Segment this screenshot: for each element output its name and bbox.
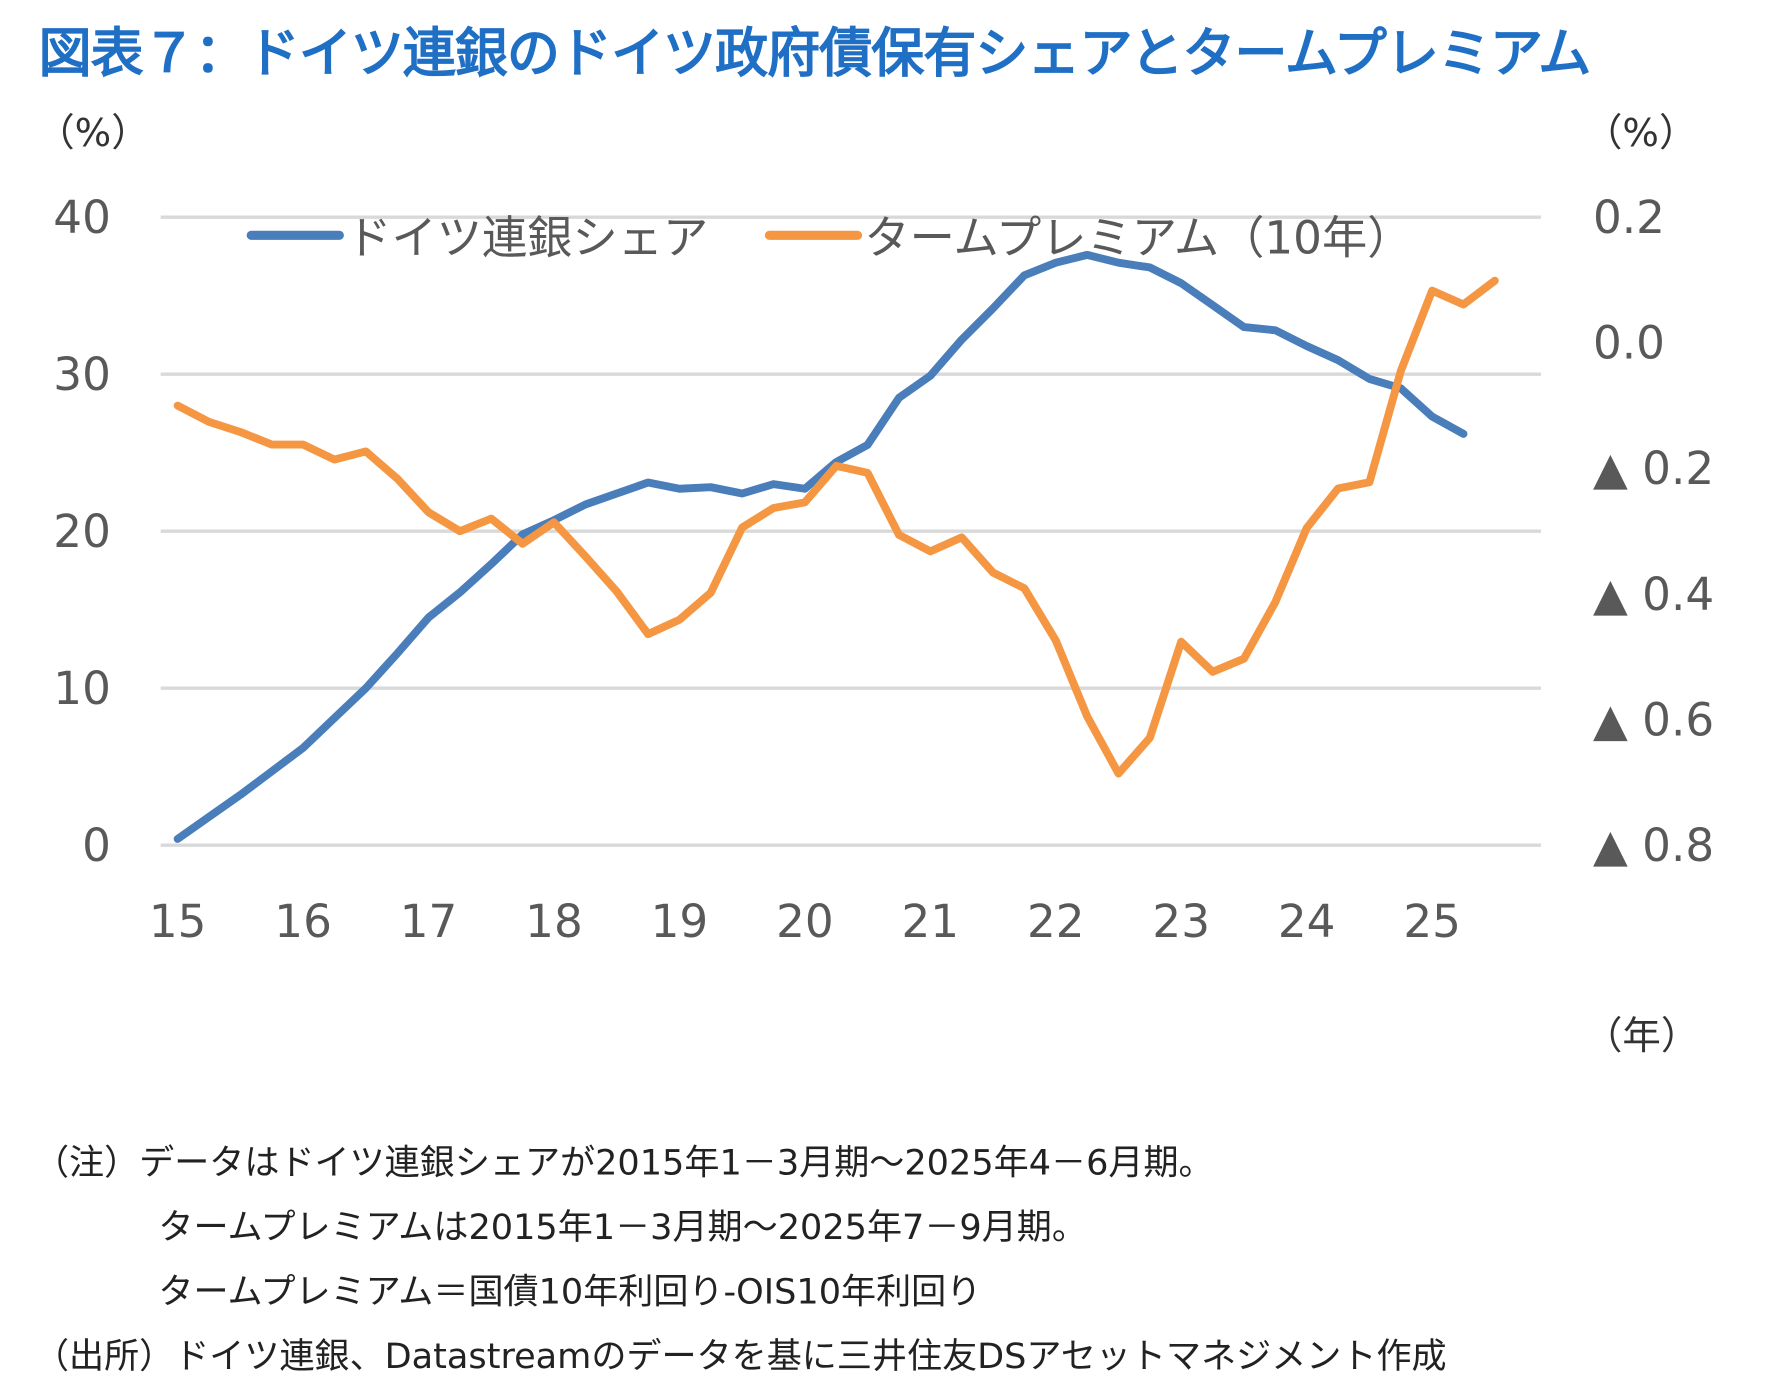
notes: （注）データはドイツ連銀シェアが2015年1－3月期～2025年4－6月期。 タ… [34, 1131, 1447, 1389]
x-tick-label: 24 [1278, 895, 1336, 948]
x-tick-label: 23 [1152, 895, 1210, 948]
right-tick-label: ▲ 0.6 [1593, 693, 1714, 746]
x-tick-label: 25 [1403, 895, 1461, 948]
left-axis-unit: （%） [36, 110, 150, 157]
bundesbank-share-line [173, 250, 1468, 843]
right-tick-label: 0.0 [1593, 317, 1665, 370]
legend-label: ドイツ連銀シェア [346, 211, 708, 264]
x-tick-label: 22 [1027, 895, 1085, 948]
right-tick-label: 0.2 [1593, 191, 1665, 244]
x-axis-unit: （年） [1583, 1013, 1700, 1059]
legend-label: タームプレミアム（10年） [864, 211, 1412, 264]
x-tick-label: 20 [776, 895, 834, 948]
x-tick-label: 21 [902, 895, 960, 948]
x-tick-label: 16 [274, 895, 332, 948]
right-tick-label: ▲ 0.8 [1593, 819, 1714, 872]
x-tick-label: 19 [651, 895, 709, 948]
note-line: タームプレミアムは2015年1－3月期～2025年7－9月期。 [158, 1207, 1087, 1248]
right-tick-label: ▲ 0.2 [1593, 442, 1714, 495]
right-axis-unit: （%） [1583, 110, 1698, 157]
line-chart: 0 10 20 30 40 0.2 0.0 ▲ 0.2 ▲ 0.4 ▲ 0.6 ▲ 0.8 15 16 1… [53, 191, 1714, 948]
x-tick-label: 18 [525, 895, 583, 948]
term-premium-line [173, 276, 1499, 778]
left-tick-label: 30 [53, 348, 111, 401]
source-line: （出所）ドイツ連銀、Datastreamのデータを基に三井住友DSアセットマネジ… [33, 1336, 1447, 1377]
left-tick-label: 20 [53, 505, 111, 558]
chart-title: 図表７：ドイツ連銀のドイツ政府債保有シェアとタームプレミアム [38, 22, 1591, 85]
note-line: タームプレミアム＝国債10年利回り-OIS10年利回り [158, 1271, 982, 1313]
x-tick-label: 17 [400, 895, 458, 948]
note-line: （注）データはドイツ連銀シェアが2015年1－3月期～2025年4－6月期。 [33, 1142, 1214, 1184]
right-tick-label: ▲ 0.4 [1593, 568, 1714, 621]
left-tick-label: 10 [53, 662, 111, 715]
x-tick-label: 15 [149, 895, 207, 948]
left-tick-label: 40 [53, 191, 111, 244]
left-tick-label: 0 [82, 819, 111, 872]
